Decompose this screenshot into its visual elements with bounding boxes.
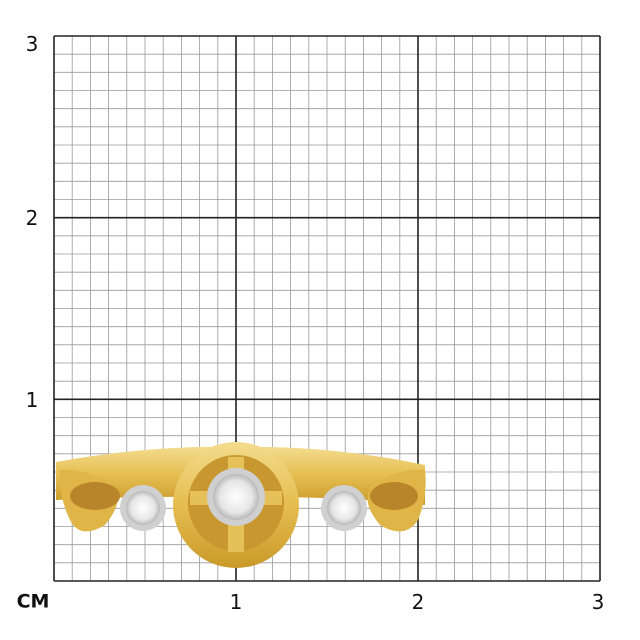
x-label-2: 2 (411, 590, 425, 614)
side-stone-left (120, 485, 166, 531)
unit-label: CM (16, 590, 50, 613)
y-label-2: 2 (25, 206, 39, 230)
side-stone-right (321, 485, 367, 531)
x-label-1: 1 (229, 590, 243, 614)
y-label-1: 1 (25, 388, 39, 412)
center-stone (207, 468, 265, 526)
y-label-3: 3 (25, 32, 39, 56)
x-label-3: 3 (591, 590, 605, 614)
